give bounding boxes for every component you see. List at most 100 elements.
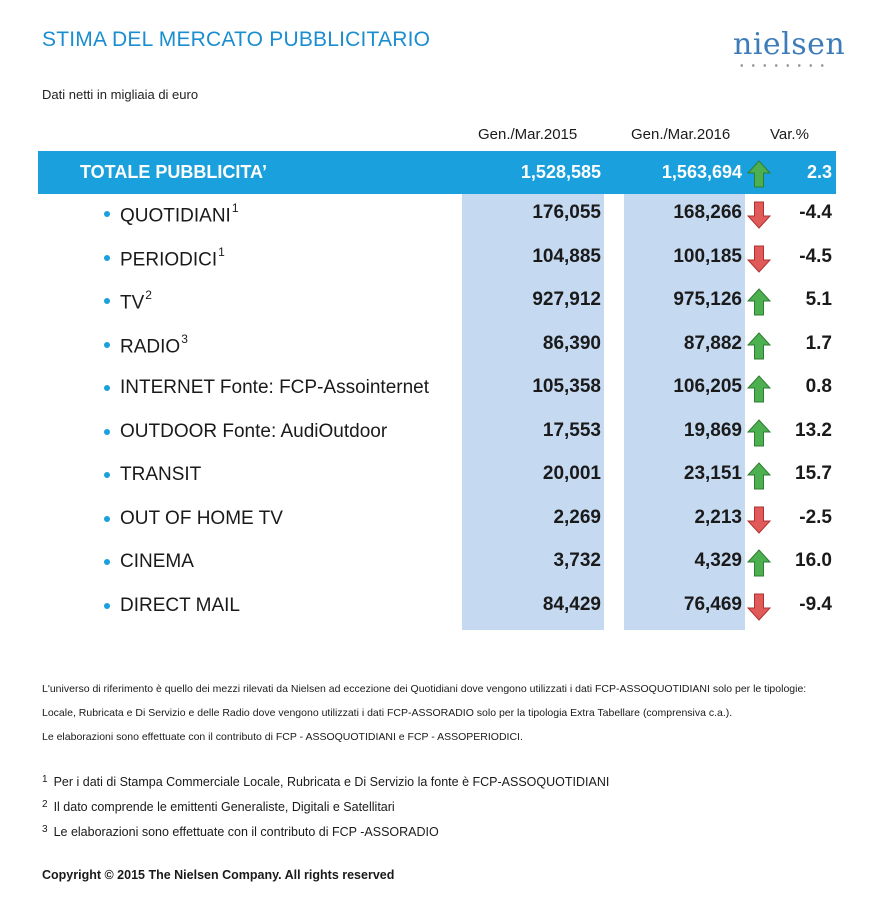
row-label: PERIODICI1 bbox=[120, 244, 225, 271]
table-row: OUT OF HOME TV 2,269 2,213 -2.5 bbox=[0, 499, 882, 543]
bullet-icon bbox=[104, 472, 110, 478]
row-label-text: OUTDOOR Fonte: AudiOutdoor bbox=[120, 420, 388, 442]
row-footnote-ref: 2 bbox=[145, 288, 152, 302]
value-var: 16.0 bbox=[795, 550, 832, 571]
value-2015: 104,885 bbox=[532, 245, 601, 267]
note-line: Locale, Rubricata e Di Servizio e delle … bbox=[42, 707, 733, 719]
trend-up-icon bbox=[746, 549, 772, 582]
note-line: Le elaborazioni sono effettuate con il c… bbox=[42, 731, 523, 743]
note-line: L'universo di riferimento è quello dei m… bbox=[42, 683, 807, 695]
table-row: QUOTIDIANI1 176,055 168,266 -4.4 bbox=[0, 194, 882, 238]
nielsen-logo: nielsen bbox=[733, 27, 846, 72]
footnote-text: Per i dati di Stampa Commerciale Locale,… bbox=[53, 775, 610, 789]
value-2016: 4,329 bbox=[694, 550, 742, 571]
table-row: DIRECT MAIL 84,429 76,469 -9.4 bbox=[0, 586, 882, 630]
bullet-icon bbox=[104, 298, 110, 304]
value-2016: 76,469 bbox=[683, 593, 742, 615]
total-value-2016: 1,563,694 bbox=[661, 162, 742, 182]
footnote: 2 Il dato comprende le emittenti Generali… bbox=[42, 799, 395, 814]
total-value-2015: 1,528,585 bbox=[520, 162, 601, 182]
row-label-text: DIRECT MAIL bbox=[120, 594, 241, 616]
column-header-var: Var.% bbox=[770, 126, 809, 143]
value-2016: 2,213 bbox=[694, 506, 742, 528]
table-row: PERIODICI1 104,885 100,185 -4.5 bbox=[0, 238, 882, 282]
table-row: CINEMA 3,732 4,329 16.0 bbox=[0, 542, 882, 586]
trend-up-icon bbox=[746, 288, 772, 321]
row-label-text: CINEMA bbox=[120, 551, 194, 572]
trend-up-icon bbox=[746, 375, 772, 408]
row-label: RADIO3 bbox=[120, 331, 188, 358]
value-var: 13.2 bbox=[795, 419, 832, 441]
bullet-icon bbox=[104, 559, 110, 565]
column-band-2016 bbox=[624, 194, 745, 630]
value-var: -2.5 bbox=[799, 506, 832, 528]
row-label: OUTDOOR Fonte: AudiOutdoor bbox=[120, 421, 387, 443]
trend-up-icon bbox=[746, 418, 772, 452]
table-row: TRANSIT 20,001 23,151 15.7 bbox=[0, 455, 882, 499]
trend-up-icon bbox=[746, 462, 772, 495]
row-label: INTERNET Fonte: FCP-Assointernet bbox=[120, 377, 429, 399]
bullet-icon bbox=[104, 254, 110, 261]
value-var: -4.4 bbox=[799, 202, 832, 223]
bullet-icon bbox=[104, 515, 110, 522]
table-row: TV2 927,912 975,126 5.1 bbox=[0, 281, 882, 325]
value-2016: 19,869 bbox=[683, 419, 742, 441]
copyright: Copyright © 2015 The Nielsen Company. Al… bbox=[42, 868, 395, 882]
value-2015: 2,269 bbox=[553, 506, 601, 528]
logo-dots bbox=[736, 64, 828, 67]
row-label: TV2 bbox=[120, 288, 152, 314]
row-footnote-ref: 3 bbox=[181, 331, 188, 346]
value-2016: 100,185 bbox=[673, 245, 742, 267]
value-var: 1.7 bbox=[805, 332, 832, 354]
trend-up-icon bbox=[746, 331, 772, 365]
total-row-bar bbox=[38, 151, 836, 194]
bullet-icon bbox=[104, 341, 110, 348]
value-2015: 20,001 bbox=[542, 463, 601, 484]
row-footnote-ref: 1 bbox=[218, 244, 225, 259]
row-label-text: INTERNET Fonte: FCP-Assointernet bbox=[120, 377, 430, 398]
trend-down-icon bbox=[746, 201, 772, 234]
value-2016: 975,126 bbox=[673, 289, 742, 310]
row-label: TRANSIT bbox=[120, 464, 201, 486]
value-var: 5.1 bbox=[805, 289, 832, 310]
footnote: 1 Per i dati di Stampa Commerciale Locale… bbox=[42, 774, 610, 789]
logo-wordmark: nielsen bbox=[733, 27, 846, 62]
column-header-2015: Gen./Mar.2015 bbox=[478, 126, 578, 143]
value-2015: 84,429 bbox=[542, 593, 601, 615]
value-2016: 106,205 bbox=[673, 376, 742, 397]
table-row: RADIO3 86,390 87,882 1.7 bbox=[0, 325, 882, 369]
table-row: OUTDOOR Fonte: AudiOutdoor 17,553 19,869 13… bbox=[0, 412, 882, 456]
bullet-icon bbox=[104, 602, 110, 609]
footnote-number: 3 bbox=[42, 824, 48, 835]
footnote-number: 1 bbox=[42, 774, 48, 785]
bullet-icon bbox=[104, 385, 110, 391]
row-label-text: RADIO bbox=[120, 335, 181, 357]
value-2016: 87,882 bbox=[683, 332, 742, 354]
row-label-text: OUT OF HOME TV bbox=[120, 507, 283, 529]
value-var: -4.5 bbox=[799, 245, 832, 267]
trend-down-icon bbox=[746, 245, 772, 278]
total-var: 2.3 bbox=[806, 162, 832, 182]
column-header-2016: Gen./Mar.2016 bbox=[631, 126, 731, 143]
page-title: STIMA DEL MERCATO PUBBLICITARIO bbox=[42, 28, 431, 51]
value-2015: 176,055 bbox=[532, 202, 601, 223]
value-2015: 3,732 bbox=[553, 550, 601, 571]
value-var: -9.4 bbox=[799, 593, 832, 615]
trend-up-icon bbox=[746, 160, 772, 193]
bullet-icon bbox=[104, 428, 110, 435]
total-label: TOTALE PUBBLICITA’ bbox=[80, 162, 267, 182]
bullet-icon bbox=[104, 211, 110, 217]
value-2015: 17,553 bbox=[542, 419, 601, 441]
column-band-2015 bbox=[462, 194, 604, 630]
footnote: 3 Le elaborazioni sono effettuate con il … bbox=[42, 824, 439, 839]
trend-down-icon bbox=[746, 593, 772, 626]
value-2015: 105,358 bbox=[532, 376, 601, 397]
row-label-text: QUOTIDIANI bbox=[120, 205, 231, 227]
value-var: 0.8 bbox=[805, 376, 832, 397]
value-2016: 168,266 bbox=[673, 202, 742, 223]
row-label-text: TV bbox=[120, 292, 145, 314]
row-label: DIRECT MAIL bbox=[120, 595, 240, 617]
row-label-text: PERIODICI bbox=[120, 248, 218, 270]
row-footnote-ref: 1 bbox=[231, 201, 239, 215]
footnote-text: Il dato comprende le emittenti Generalis… bbox=[53, 800, 395, 814]
